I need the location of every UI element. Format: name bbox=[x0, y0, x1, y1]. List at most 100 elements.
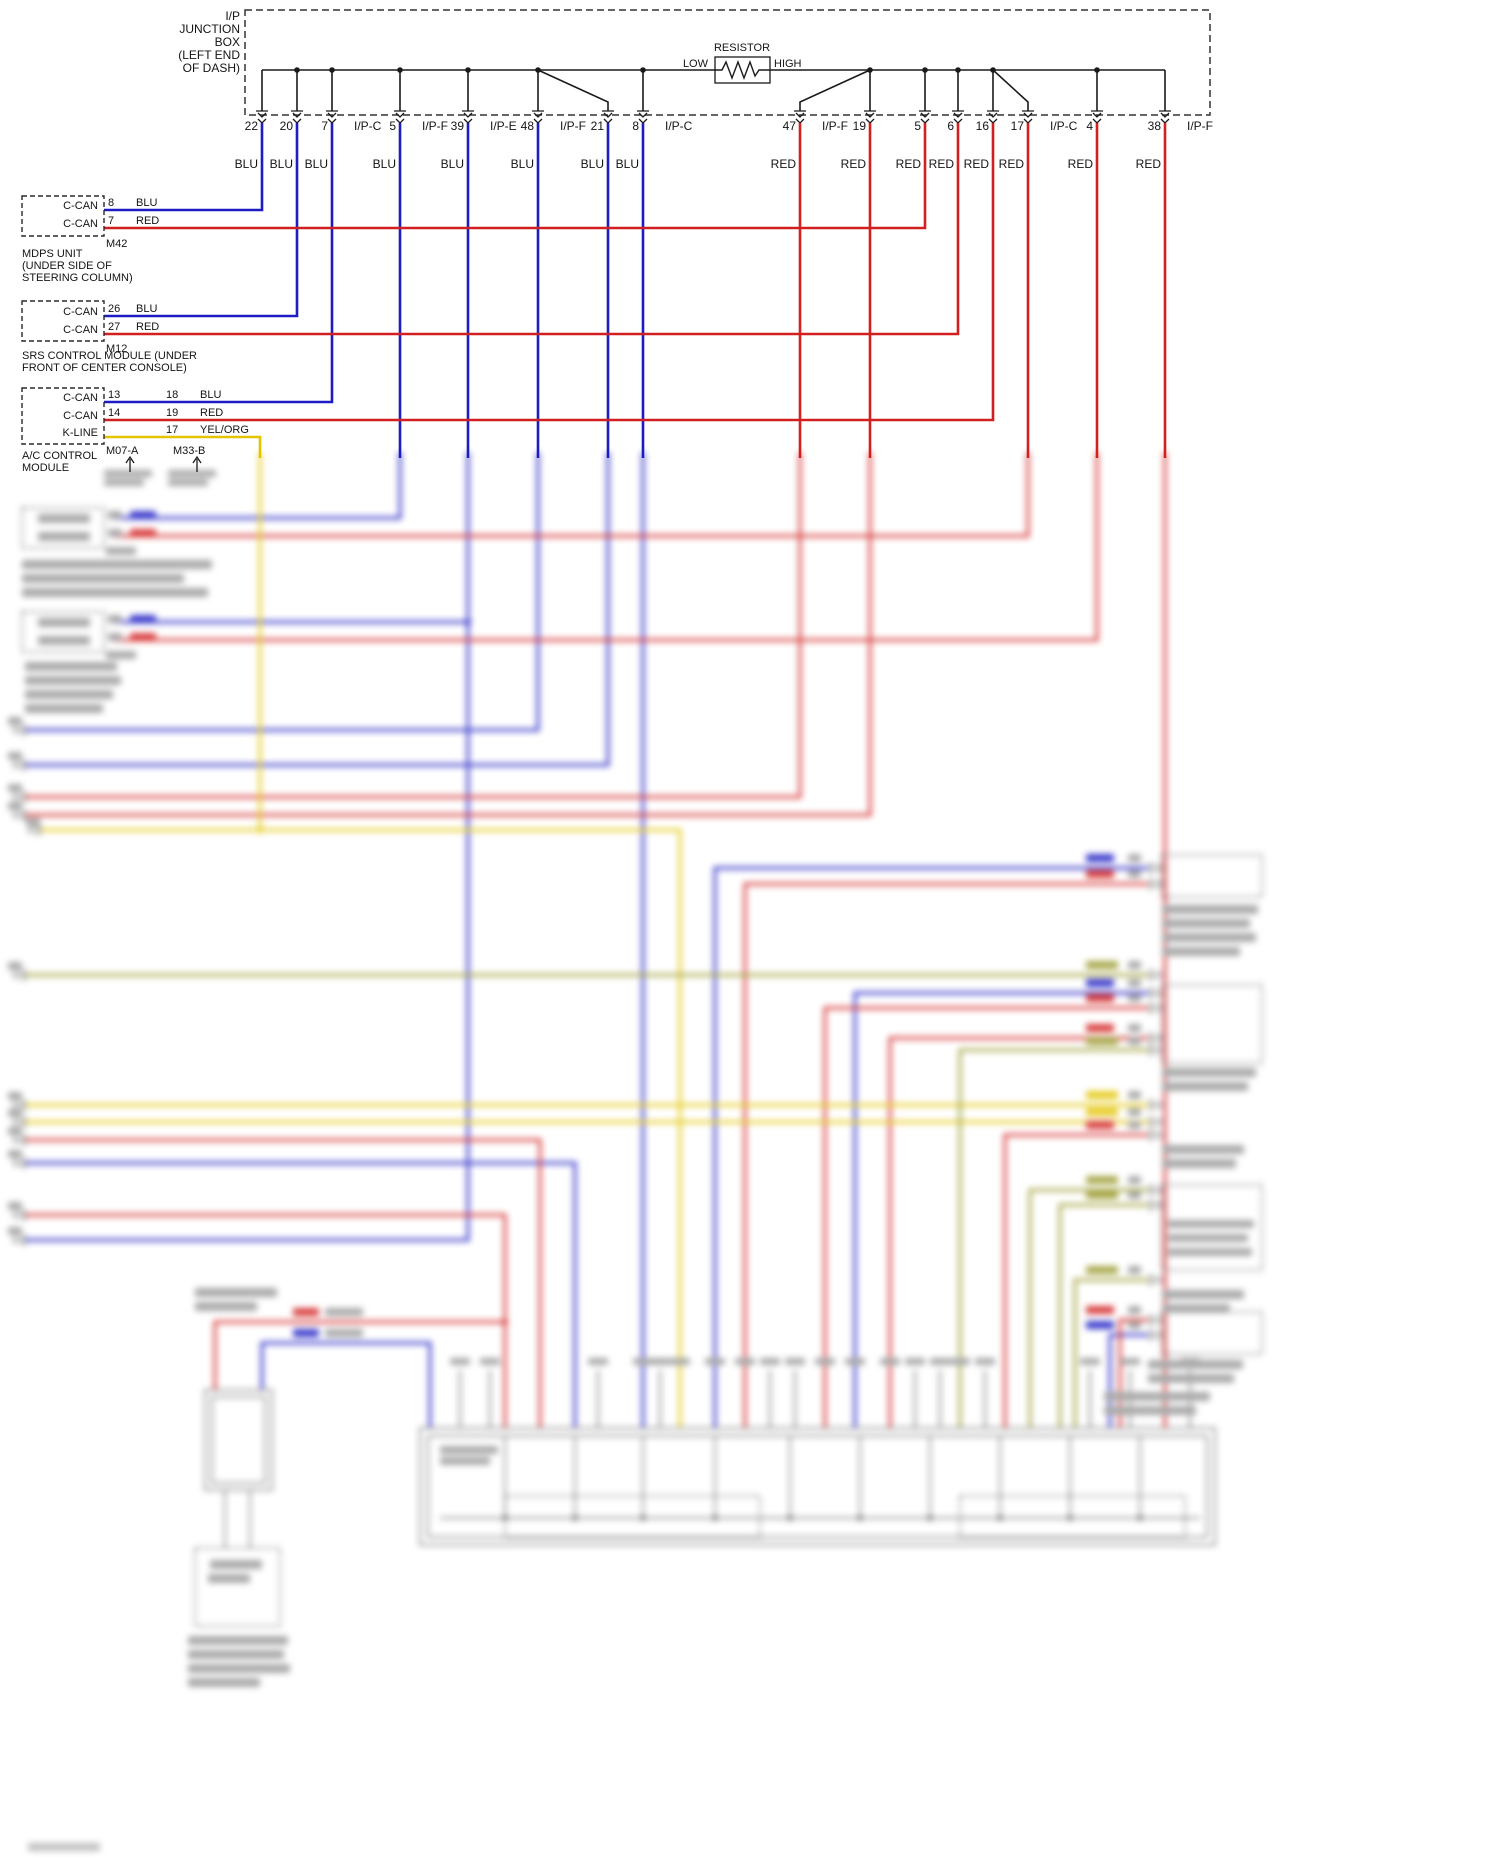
blur-text-placeholders bbox=[8, 470, 1258, 1687]
mdps-caption: MDPS UNIT (UNDER SIDE OF STEERING COLUMN… bbox=[22, 248, 133, 284]
blur-wire-junction-dots bbox=[256, 618, 509, 1326]
ac-wire-color: YEL/ORG bbox=[200, 424, 249, 436]
wire-color-label: RED bbox=[840, 157, 866, 171]
ac-pin-number: 13 bbox=[108, 389, 121, 401]
pin-number: 16 bbox=[975, 119, 989, 133]
ac-pin-number: 17 bbox=[166, 424, 179, 436]
blur-strip-dots bbox=[502, 1515, 1143, 1521]
arrow-up-icon bbox=[125, 455, 135, 472]
arrow-up-icon bbox=[192, 455, 202, 472]
srs-wire-color: RED bbox=[136, 321, 160, 333]
srs-connector-id: M12 bbox=[106, 343, 128, 355]
srs-pin-number: 27 bbox=[108, 321, 121, 333]
connector-name: I/P-F bbox=[822, 119, 848, 133]
bus-junction-dots bbox=[294, 67, 1100, 73]
resistor-high-label: HIGH bbox=[774, 58, 802, 70]
connector-name: I/P-C bbox=[665, 119, 693, 133]
wire-color-label: BLU bbox=[234, 157, 258, 171]
ac-wire-color: RED bbox=[200, 407, 224, 419]
ac-row-label: C-CAN bbox=[63, 392, 98, 404]
blur-wires-blue bbox=[25, 452, 1148, 1428]
connector-arrow-icons bbox=[125, 455, 202, 472]
pin-number: 17 bbox=[1010, 119, 1024, 133]
wire-color-label: RED bbox=[770, 157, 796, 171]
resistor-icon bbox=[714, 56, 771, 84]
junction-box-label: I/P JUNCTION BOX (LEFT END OF DASH) bbox=[178, 9, 240, 75]
blur-wires-olive bbox=[25, 973, 1148, 1428]
bus-lines bbox=[261, 69, 1166, 111]
srs-wire-color: BLU bbox=[136, 303, 158, 315]
wire-color-label: RED bbox=[928, 157, 954, 171]
mdps-row-label: C-CAN bbox=[63, 200, 98, 212]
pin-number: 5 bbox=[914, 119, 921, 133]
wire-color-label: BLU bbox=[510, 157, 534, 171]
srs-caption: SRS CONTROL MODULE (UNDER FRONT OF CENTE… bbox=[22, 350, 197, 374]
mdps-pin-number: 7 bbox=[108, 215, 115, 227]
pin-number: 39 bbox=[450, 119, 464, 133]
connector-name: I/P-C bbox=[354, 119, 382, 133]
ac-pin-number: 19 bbox=[166, 407, 179, 419]
wire-color-label: BLU bbox=[580, 157, 604, 171]
mdps-wire-color: RED bbox=[136, 215, 160, 227]
pin-number: 21 bbox=[590, 119, 604, 133]
pin-number: 8 bbox=[632, 119, 639, 133]
wires-red bbox=[104, 123, 1167, 458]
pin-number: 7 bbox=[321, 119, 328, 133]
ac-wire-color: BLU bbox=[200, 389, 222, 401]
connector-name: I/P-F bbox=[560, 119, 586, 133]
pin-number: 47 bbox=[782, 119, 796, 133]
wire-color-label: RED bbox=[998, 157, 1024, 171]
pin-number: 19 bbox=[852, 119, 866, 133]
pin-number: 6 bbox=[947, 119, 954, 133]
blur-wires-red bbox=[25, 452, 1167, 1428]
connector-name: I/P-E bbox=[490, 119, 517, 133]
blur-structure bbox=[21, 507, 1263, 1627]
ac-connector-id: M07-A bbox=[106, 445, 139, 457]
srs-row-label: C-CAN bbox=[63, 324, 98, 336]
pin-number: 5 bbox=[389, 119, 396, 133]
ac-pin-number: 14 bbox=[108, 407, 121, 419]
wire-color-label: RED bbox=[895, 157, 921, 171]
wires-blue bbox=[104, 123, 645, 458]
connector-name: I/P-F bbox=[422, 119, 448, 133]
mdps-pin-number: 8 bbox=[108, 197, 115, 209]
pin-number: 20 bbox=[279, 119, 293, 133]
junction-box-outline bbox=[244, 9, 1211, 116]
srs-pin-number: 26 bbox=[108, 303, 121, 315]
resistor-label: RESISTOR bbox=[713, 42, 771, 54]
pin-number: 4 bbox=[1086, 119, 1093, 133]
connector-name: I/P-F bbox=[1187, 119, 1213, 133]
mdps-wire-color: BLU bbox=[136, 197, 158, 209]
pin-number: 22 bbox=[244, 119, 258, 133]
wire-color-label: BLU bbox=[440, 157, 464, 171]
wire-color-label: BLU bbox=[615, 157, 639, 171]
mdps-connector-id: M42 bbox=[106, 238, 128, 250]
pin-number: 38 bbox=[1147, 119, 1161, 133]
srs-row-label: C-CAN bbox=[63, 306, 98, 318]
module-boxes bbox=[21, 195, 105, 445]
wire-color-label: BLU bbox=[372, 157, 396, 171]
watermark-placeholder bbox=[28, 1843, 100, 1851]
ac-module-box bbox=[21, 387, 105, 445]
wire-color-label: BLU bbox=[269, 157, 293, 171]
wire-color-label: RED bbox=[1135, 157, 1161, 171]
wire-color-label: RED bbox=[963, 157, 989, 171]
wire-color-label: BLU bbox=[304, 157, 328, 171]
wire-color-label: RED bbox=[1067, 157, 1093, 171]
mdps-row-label: C-CAN bbox=[63, 218, 98, 230]
blur-color-label-placeholders bbox=[130, 511, 1118, 1337]
ac-caption: A/C CONTROL MODULE bbox=[22, 450, 98, 474]
ac-pin-number: 18 bbox=[166, 389, 179, 401]
srs-module-box bbox=[21, 300, 105, 342]
pin-number: 48 bbox=[520, 119, 534, 133]
wire-yellow bbox=[104, 435, 262, 458]
resistor-low-label: LOW bbox=[682, 58, 708, 70]
mdps-module-box bbox=[21, 195, 105, 237]
connector-name: I/P-C bbox=[1050, 119, 1078, 133]
ac-row-label: C-CAN bbox=[63, 410, 98, 422]
ac-connector-id: M33-B bbox=[173, 445, 206, 457]
